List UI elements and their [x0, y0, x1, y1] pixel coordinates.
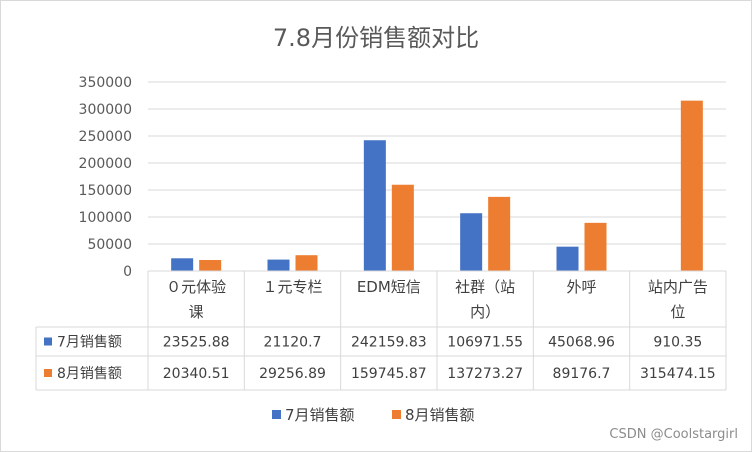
series-row-label: 7月销售额: [57, 335, 122, 351]
watermark-text: CSDN @Coolstargirl: [609, 427, 738, 442]
bar-series-1: [267, 259, 290, 271]
category-label: EDM短信: [357, 278, 421, 296]
table-cell-value: 315474.15: [640, 366, 716, 382]
category-label: 社群（站: [455, 278, 515, 296]
bar-series-1: [460, 213, 483, 271]
bar-series-2: [584, 222, 607, 271]
y-tick-label: 150000: [79, 183, 132, 199]
table-cell-value: 23525.88: [163, 335, 230, 351]
category-label: 课: [189, 303, 204, 321]
y-tick-label: 0: [123, 264, 132, 280]
bars: [171, 100, 703, 272]
table-cell-value: 20340.51: [163, 366, 230, 382]
bar-series-1: [171, 258, 194, 271]
bar-series-1: [556, 246, 579, 271]
category-label: 外呼: [566, 278, 596, 296]
table-cell-value: 137273.27: [447, 366, 523, 382]
legend-swatch: [392, 410, 401, 419]
y-tick-label: 200000: [79, 156, 132, 172]
category-label: １元专栏: [262, 278, 322, 296]
bar-series-2: [488, 196, 511, 271]
category-label: 站内广告: [648, 278, 708, 296]
table-cell-value: 159745.87: [351, 366, 427, 382]
category-label: 位: [670, 303, 685, 321]
bar-series-2: [295, 255, 318, 271]
bar-series-2: [680, 100, 703, 272]
category-label: 内）: [470, 303, 500, 321]
gridlines: [148, 81, 726, 245]
y-axis-ticks: 0 50000 100000 150000 200000 250000 300000 3500…: [79, 75, 132, 280]
legend-label: 7月销售额: [285, 406, 355, 424]
table-cell-value: 21120.7: [264, 335, 322, 351]
series-row-label: 8月销售额: [57, 366, 122, 382]
y-tick-label: 250000: [79, 129, 132, 145]
y-tick-label: 50000: [87, 237, 132, 253]
series-key-swatch: [44, 337, 52, 346]
legend-swatch: [272, 410, 281, 419]
chart-title: 7.8月份销售额对比: [273, 24, 479, 52]
legend: 7月销售额 8月销售额: [272, 406, 475, 424]
table-cell-value: 45068.96: [548, 335, 615, 351]
table-cell-value: 106971.55: [447, 335, 523, 351]
bar-series-1: [363, 140, 386, 271]
table-cell-value: 29256.89: [259, 366, 326, 382]
bar-series-2: [391, 184, 414, 271]
table-cell-value: 910.35: [653, 335, 702, 351]
legend-label: 8月销售额: [405, 406, 475, 424]
category-label: ０元体验: [166, 278, 226, 296]
bar-series-2: [199, 260, 222, 271]
table-cell-value: 242159.83: [351, 335, 427, 351]
series-key-swatch: [44, 369, 52, 377]
table-cell-value: 89176.7: [553, 366, 611, 382]
y-tick-label: 100000: [79, 210, 132, 226]
y-tick-label: 300000: [79, 102, 132, 118]
y-tick-label: 350000: [79, 75, 132, 91]
